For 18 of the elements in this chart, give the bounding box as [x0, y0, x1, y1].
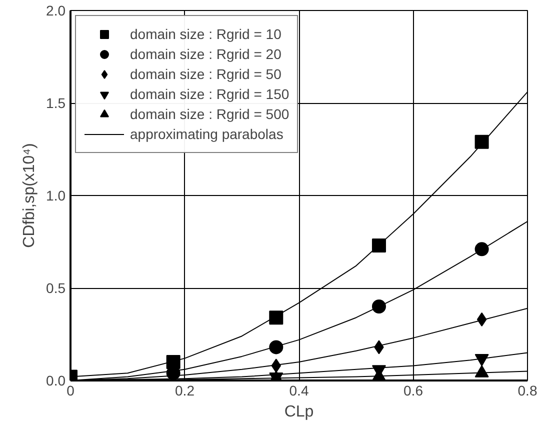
- x-axis-title: CLp: [284, 404, 314, 420]
- y-tick-label: 1.5: [46, 95, 66, 111]
- legend-label: domain size : Rgrid = 10: [130, 26, 282, 42]
- legend-label: domain size : Rgrid = 150: [130, 86, 290, 102]
- x-tick-label: 0: [66, 382, 75, 398]
- y-tick-label: 1.0: [46, 188, 66, 204]
- legend-label: domain size : Rgrid = 500: [130, 106, 290, 122]
- legend-label: domain size : Rgrid = 50: [130, 66, 282, 82]
- y-tick-label: 2.0: [46, 2, 66, 18]
- y-tick-label: 0.5: [46, 280, 66, 296]
- x-tick-label: 0.6: [404, 382, 424, 398]
- legend-label: approximating parabolas: [130, 126, 284, 142]
- x-tick-label: 0.4: [289, 382, 309, 398]
- y-tick-label: 0.0: [46, 372, 66, 388]
- legend-label: domain size : Rgrid = 20: [130, 46, 282, 62]
- y-axis-title: CDfbi,sp(x10⁴): [21, 143, 38, 248]
- x-tick-label: 0.2: [175, 382, 195, 398]
- x-tick-label: 0.8: [518, 382, 538, 398]
